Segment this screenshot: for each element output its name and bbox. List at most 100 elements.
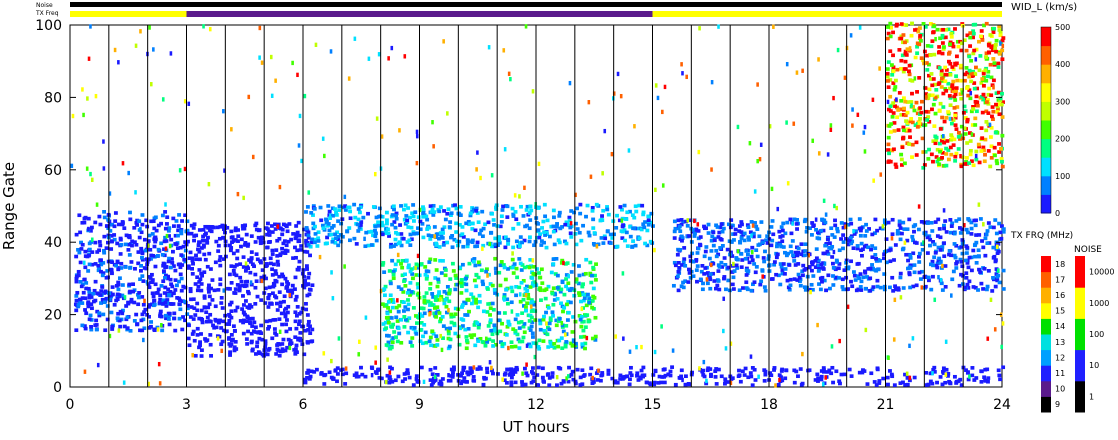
echo-cell	[954, 379, 959, 384]
echo-cell	[830, 233, 835, 237]
echo-cell	[179, 276, 184, 281]
echo-cell	[231, 251, 236, 256]
echo-cell	[709, 249, 714, 253]
echo-cell	[959, 124, 964, 129]
echo-cell	[903, 67, 908, 71]
echo-cell	[409, 325, 414, 330]
echo-cell	[432, 210, 437, 214]
echo-cell	[984, 78, 989, 83]
echo-cell	[917, 204, 921, 209]
echo-cell	[152, 226, 157, 231]
echo-cell	[923, 123, 928, 127]
echo-cell	[84, 286, 89, 291]
echo-cell	[280, 282, 285, 287]
echo-cell	[232, 291, 237, 295]
echo-cell	[280, 246, 285, 251]
echo-cell	[304, 264, 309, 268]
echo-cell	[80, 242, 85, 247]
echo-cell	[931, 274, 935, 279]
echo-cell	[696, 222, 700, 227]
echo-cell	[704, 381, 709, 386]
echo-cell	[950, 221, 955, 226]
echo-cell	[839, 221, 844, 225]
echo-cell	[547, 321, 552, 326]
echo-cell	[645, 243, 650, 248]
echo-cell	[781, 245, 786, 249]
echo-cell	[295, 267, 300, 272]
echo-cell	[284, 286, 289, 290]
echo-cell	[137, 291, 142, 295]
echo-cell	[299, 244, 304, 248]
echo-cell	[110, 324, 115, 329]
echo-cell	[746, 235, 751, 239]
echo-cell	[787, 287, 792, 292]
echo-cell	[643, 220, 647, 224]
echo-cell	[432, 311, 437, 316]
echo-cell	[110, 327, 115, 331]
x-tick-label: 15	[644, 397, 662, 413]
echo-cell	[488, 241, 492, 247]
echo-cell	[410, 211, 415, 216]
echo-cell	[605, 205, 609, 209]
echo-cell	[938, 36, 943, 41]
echo-cell	[711, 243, 716, 248]
echo-cell	[852, 273, 857, 278]
echo-cell	[974, 376, 979, 380]
echo-cell	[185, 304, 190, 308]
echo-cell	[746, 225, 751, 230]
echo-cell	[109, 310, 114, 315]
echo-cell	[628, 377, 632, 382]
echo-cell	[771, 232, 776, 237]
echo-cell	[556, 238, 561, 242]
echo-cell	[146, 239, 151, 243]
echo-cell	[493, 342, 498, 347]
echo-cell	[865, 275, 869, 279]
echo-cell	[385, 311, 390, 316]
echo-cell	[890, 148, 894, 152]
echo-cell	[967, 255, 972, 260]
echo-cell	[587, 233, 592, 238]
echo-cell	[947, 252, 951, 257]
echo-cell	[357, 225, 362, 230]
echo-cell	[307, 292, 312, 297]
echo-cell	[358, 223, 363, 227]
echo-cell	[93, 323, 98, 328]
echo-cell	[994, 102, 998, 107]
echo-cell	[560, 225, 565, 229]
echo-cell	[886, 220, 891, 225]
echo-cell	[624, 217, 629, 221]
echo-cell	[143, 248, 148, 253]
echo-cell	[941, 366, 946, 371]
echo-cell	[205, 264, 210, 269]
echo-cell	[356, 207, 361, 211]
echo-cell	[391, 276, 396, 281]
echo-cell	[893, 85, 898, 89]
echo-cell	[501, 377, 504, 382]
echo-cell	[590, 205, 595, 210]
echo-cell	[584, 214, 588, 219]
echo-cell	[779, 225, 784, 229]
echo-cell	[1001, 287, 1006, 291]
echo-cell	[116, 287, 121, 292]
echo-cell	[203, 305, 208, 310]
echo-cell	[730, 270, 735, 274]
echo-cell	[660, 324, 663, 329]
echo-cell	[630, 244, 635, 249]
echo-cell	[680, 236, 685, 240]
x-axis: 0 3 6 9 12 15 18 21 24	[66, 381, 1011, 413]
echo-cell	[367, 56, 371, 61]
echo-cell	[418, 328, 423, 332]
echo-cell	[197, 240, 202, 244]
echo-cell	[420, 222, 425, 226]
echo-cell	[683, 374, 688, 379]
echo-cell	[810, 221, 815, 225]
echo-cell	[706, 366, 711, 371]
echo-cell	[860, 253, 864, 258]
echo-cell	[194, 253, 198, 258]
echo-cell	[304, 307, 309, 312]
echo-cell	[992, 85, 995, 90]
echo-cell	[492, 288, 497, 292]
echo-cell	[740, 222, 744, 227]
echo-cell	[912, 270, 917, 275]
echo-cell	[941, 47, 946, 51]
